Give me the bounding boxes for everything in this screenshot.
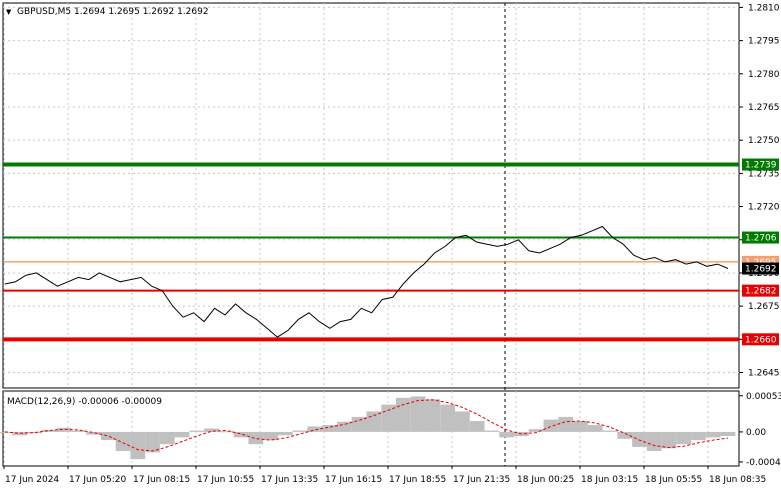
macd-histogram-bar — [336, 421, 352, 432]
macd-histogram-bar — [617, 431, 633, 439]
symbol-header: GBPUSD,M5 1.2694 1.2695 1.2692 1.2692 — [17, 7, 209, 17]
macd-histogram-bar — [661, 431, 677, 449]
y-tick-label: 1.2735 — [748, 169, 780, 179]
macd-y-tick-label: -0.00044 — [746, 458, 781, 468]
macd-histogram-bar — [218, 431, 234, 433]
macd-histogram-bar — [189, 430, 205, 432]
macd-histogram-bar — [204, 428, 219, 432]
macd-histogram-bar — [720, 431, 736, 436]
macd-histogram-bar — [528, 429, 544, 432]
y-tick-label: 1.2750 — [748, 136, 780, 146]
macd-histogram-bar — [455, 411, 470, 432]
macd-histogram-bar — [469, 421, 485, 432]
x-tick-label: 17 Jun 16:15 — [325, 475, 382, 485]
level-price-label: 1.2739 — [745, 161, 777, 171]
x-tick-label: 18 Jun 05:55 — [645, 475, 702, 485]
macd-histogram-bar — [115, 431, 131, 451]
level-price-tag — [742, 333, 779, 346]
collapse-arrow-icon: ▼ — [6, 8, 12, 16]
price-line — [4, 225, 729, 338]
macd-histogram-bar — [646, 431, 662, 451]
x-tick-label: 17 Jun 10:55 — [197, 475, 254, 485]
macd-histogram-bar — [100, 431, 116, 441]
y-tick-label: 1.2780 — [748, 70, 780, 80]
y-tick-label: 1.2765 — [748, 103, 780, 113]
level-price-tag — [742, 158, 779, 171]
macd-histogram-bar — [425, 399, 441, 432]
macd-y-tick-label: 0.00 — [746, 428, 766, 438]
macd-histogram-bar — [484, 430, 500, 432]
macd-histogram-bar — [676, 431, 692, 445]
x-tick-label: 17 Jun 18:55 — [389, 475, 446, 485]
level-price-tag — [742, 231, 779, 244]
y-tick-label: 1.2795 — [748, 37, 780, 47]
x-tick-label: 17 Jun 05:20 — [69, 475, 126, 485]
macd-histogram-bar — [277, 431, 293, 436]
macd-histogram-bar — [499, 431, 515, 438]
macd-histogram-bar — [71, 430, 87, 432]
macd-histogram-bar — [543, 419, 559, 432]
macd-histogram-bar — [159, 431, 175, 445]
macd-histogram-bar — [130, 431, 146, 460]
main-chart-frame — [2, 2, 740, 389]
macd-histogram-bar — [233, 431, 249, 438]
macd-histogram-bar — [351, 416, 367, 432]
macd-histogram-bar — [440, 404, 456, 432]
macd-histogram-bar — [602, 430, 618, 432]
macd-histogram-bar — [587, 425, 603, 432]
current-price-label: 1.2692 — [745, 265, 777, 275]
macd-header: MACD(12,26,9) -0.00006 -0.00009 — [7, 397, 162, 407]
macd-histogram-bar — [691, 431, 706, 441]
x-tick-label: 18 Jun 03:15 — [581, 475, 638, 485]
macd-histogram-bar — [27, 431, 42, 434]
x-tick-label: 17 Jun 21:35 — [453, 475, 510, 485]
level-price-tag — [742, 284, 779, 297]
y-tick-label: 1.2645 — [748, 369, 780, 379]
macd-y-tick-label: 0.00053 — [746, 392, 781, 402]
level-price-label: 1.2660 — [745, 335, 777, 345]
x-tick-label: 17 Jun 08:15 — [133, 475, 190, 485]
ask-price-tag — [742, 255, 779, 267]
macd-histogram-bar — [12, 431, 28, 436]
macd-histogram-bar — [322, 425, 337, 432]
macd-histogram-bar — [307, 426, 323, 432]
macd-histogram-bar — [145, 431, 160, 453]
x-tick-label: 18 Jun 08:35 — [709, 475, 766, 485]
macd-histogram-bar — [558, 416, 574, 432]
macd-histogram-bar — [41, 429, 57, 432]
x-tick-label: 17 Jun 2024 — [5, 475, 59, 485]
level-price-label: 1.2706 — [745, 234, 777, 244]
macd-histogram-bar — [263, 431, 278, 441]
y-tick-label: 1.2720 — [748, 203, 780, 213]
macd-histogram-bar — [56, 427, 72, 432]
y-tick-label: 1.2675 — [748, 302, 780, 312]
macd-histogram-bar — [366, 411, 382, 432]
macd-histogram-bar — [632, 431, 647, 447]
x-tick-label: 18 Jun 00:25 — [517, 475, 574, 485]
current-price-tag — [742, 262, 779, 275]
x-tick-label: 17 Jun 13:35 — [261, 475, 318, 485]
macd-histogram-bar — [573, 421, 588, 432]
macd-histogram-bar — [381, 404, 397, 432]
macd-histogram-bar — [86, 431, 101, 435]
level-price-label: 1.2682 — [745, 287, 777, 297]
macd-histogram-bar — [410, 396, 426, 432]
macd-histogram-bar — [292, 430, 308, 432]
macd-histogram-bar — [174, 431, 190, 438]
macd-histogram-bar — [248, 431, 264, 445]
macd-signal-line — [4, 399, 729, 452]
macd-histogram-bar — [705, 431, 721, 438]
y-tick-label: 1.2810 — [748, 3, 780, 13]
